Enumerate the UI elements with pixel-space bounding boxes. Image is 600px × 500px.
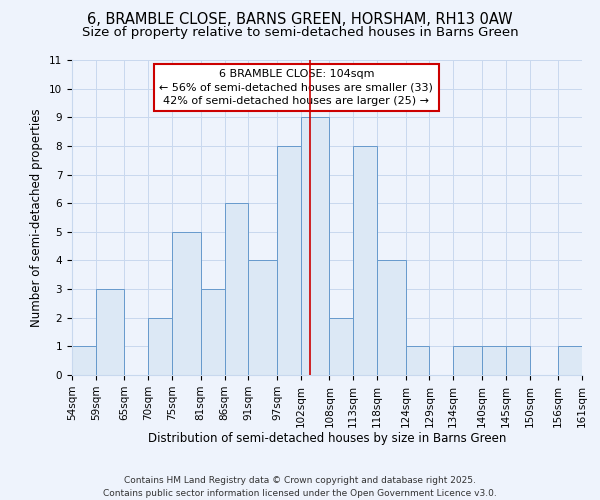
Bar bbox=[506, 346, 530, 375]
Bar bbox=[301, 118, 329, 375]
Bar bbox=[200, 289, 224, 375]
Bar bbox=[454, 346, 482, 375]
Bar bbox=[72, 346, 96, 375]
Bar bbox=[172, 232, 200, 375]
Bar bbox=[248, 260, 277, 375]
Y-axis label: Number of semi-detached properties: Number of semi-detached properties bbox=[31, 108, 43, 327]
Bar bbox=[558, 346, 582, 375]
Bar bbox=[377, 260, 406, 375]
Text: Contains HM Land Registry data © Crown copyright and database right 2025.
Contai: Contains HM Land Registry data © Crown c… bbox=[103, 476, 497, 498]
Bar bbox=[353, 146, 377, 375]
Bar bbox=[96, 289, 124, 375]
Bar bbox=[329, 318, 353, 375]
Bar bbox=[148, 318, 172, 375]
Text: 6 BRAMBLE CLOSE: 104sqm
← 56% of semi-detached houses are smaller (33)
42% of se: 6 BRAMBLE CLOSE: 104sqm ← 56% of semi-de… bbox=[160, 70, 433, 106]
Text: Size of property relative to semi-detached houses in Barns Green: Size of property relative to semi-detach… bbox=[82, 26, 518, 39]
Text: 6, BRAMBLE CLOSE, BARNS GREEN, HORSHAM, RH13 0AW: 6, BRAMBLE CLOSE, BARNS GREEN, HORSHAM, … bbox=[87, 12, 513, 28]
Bar bbox=[224, 203, 248, 375]
Bar bbox=[482, 346, 506, 375]
Bar bbox=[277, 146, 301, 375]
Bar bbox=[406, 346, 430, 375]
X-axis label: Distribution of semi-detached houses by size in Barns Green: Distribution of semi-detached houses by … bbox=[148, 432, 506, 446]
